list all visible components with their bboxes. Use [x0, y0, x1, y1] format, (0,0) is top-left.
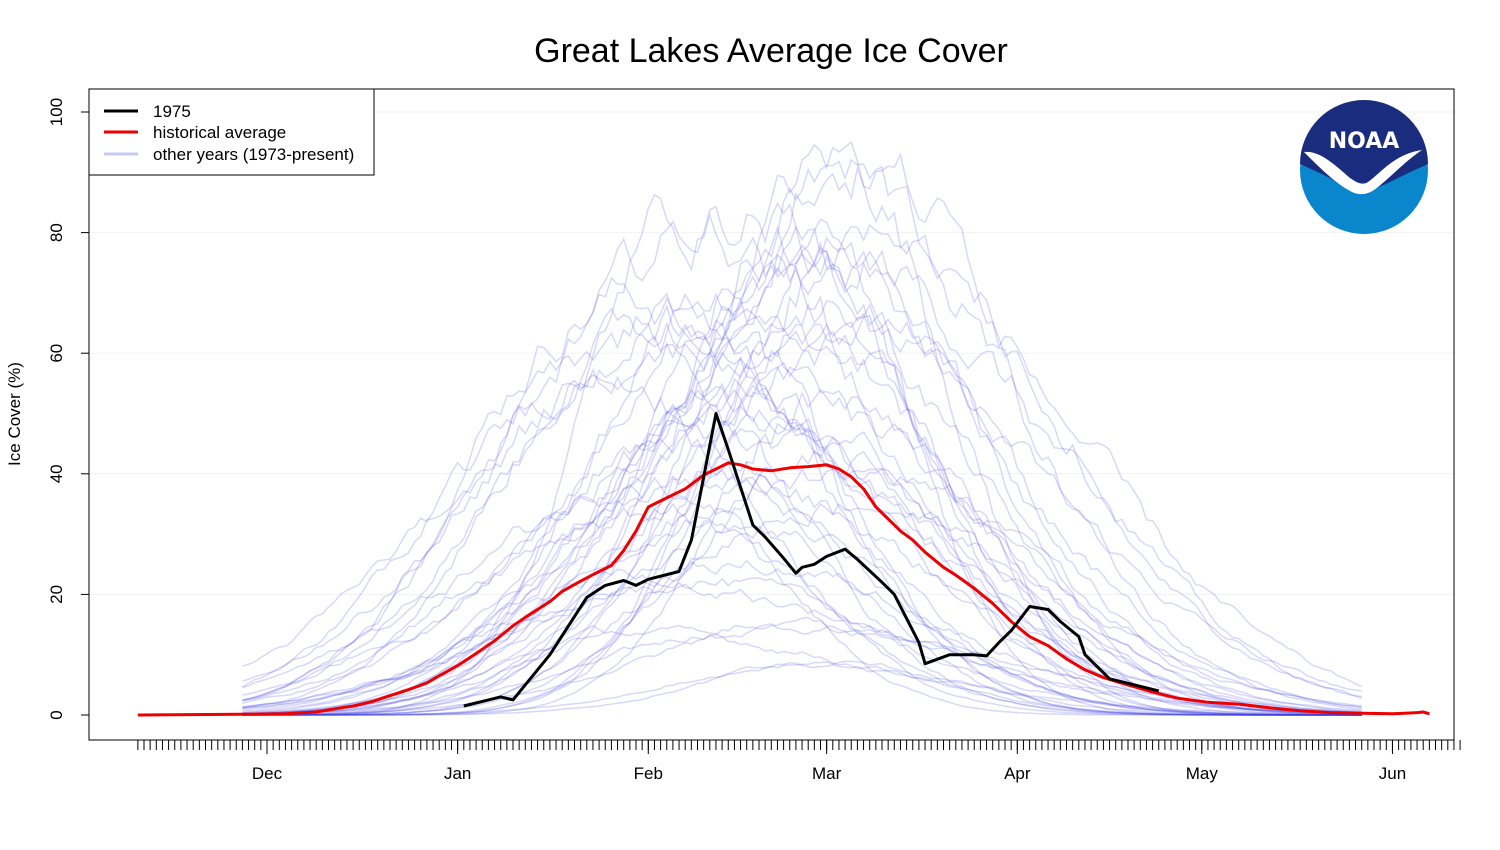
other-year-line [242, 225, 1362, 716]
other-year-line [242, 660, 1362, 716]
other-year-line [242, 388, 1362, 716]
other-year-line [242, 624, 1362, 716]
other-year-line [242, 559, 1362, 715]
other-year-line [242, 241, 1362, 714]
x-tick-label-apr: Apr [1004, 764, 1031, 783]
other-year-line [242, 250, 1362, 713]
other-year-line [242, 322, 1362, 716]
other-year-line [242, 367, 1362, 716]
other-year-line [242, 193, 1362, 716]
other-year-line [242, 366, 1362, 716]
y-axis: 0 20 40 60 80 100 [47, 98, 89, 720]
x-tick-label-jan: Jan [444, 764, 471, 783]
other-year-line [242, 202, 1362, 714]
other-year-line [242, 518, 1362, 716]
other-year-line [242, 662, 1362, 716]
other-year-line [242, 246, 1362, 716]
y-tick-label-5: 100 [47, 98, 66, 126]
other-year-line [242, 422, 1362, 716]
plot-frame [88, 88, 1455, 741]
other-year-line [242, 300, 1362, 716]
other-year-line [242, 384, 1362, 715]
y-tick-label-2: 40 [47, 464, 66, 483]
y-tick-label-1: 20 [47, 585, 66, 604]
series-lines [137, 412, 1430, 717]
x-axis: Dec Jan Feb Mar Apr May Jun [137, 740, 1461, 783]
other-year-line [242, 382, 1362, 716]
other-year-line [242, 158, 1362, 716]
x-tick-label-feb: Feb [634, 764, 663, 783]
other-year-line [242, 223, 1363, 716]
other-year-line [242, 218, 1362, 716]
other-year-line [242, 304, 1362, 713]
y-tick-label-3: 60 [47, 344, 66, 363]
other-year-line [242, 331, 1362, 716]
noaa-logo-wordmark: NOAA [1329, 129, 1400, 154]
other-year-line [242, 409, 1362, 716]
series-line-1975 [463, 412, 1160, 708]
other-year-line [242, 476, 1362, 716]
other-year-line [242, 140, 1362, 716]
y-axis-label: Ice Cover (%) [5, 362, 24, 466]
series-line-historical-average [137, 461, 1430, 717]
y-tick-label-4: 80 [47, 223, 66, 242]
other-year-line [242, 473, 1362, 716]
x-tick-label-mar: Mar [812, 764, 842, 783]
other-year-line [242, 292, 1362, 707]
other-year-line [242, 583, 1362, 714]
x-tick-label-jun: Jun [1379, 764, 1406, 783]
chart-title: Great Lakes Average Ice Cover [534, 32, 1008, 70]
other-year-line [242, 431, 1362, 716]
other-year-line [242, 307, 1362, 716]
other-years-lines [242, 140, 1363, 716]
other-year-line [242, 152, 1362, 716]
other-year-line [242, 321, 1362, 716]
noaa-logo-gull [1304, 150, 1422, 195]
other-year-line [242, 502, 1362, 716]
other-year-line [242, 310, 1362, 716]
other-year-line [242, 303, 1362, 715]
other-year-line [242, 469, 1362, 716]
legend-label-historical-average: historical average [153, 123, 286, 142]
legend: 1975 historical average other years (197… [88, 88, 375, 176]
other-year-line [242, 568, 1362, 715]
noaa-logo: NOAA [1300, 100, 1428, 234]
x-tick-label-may: May [1186, 764, 1219, 783]
legend-label-1975: 1975 [153, 102, 191, 121]
y-tick-label-0: 0 [47, 710, 66, 719]
other-year-line [242, 616, 1362, 716]
x-tick-label-dec: Dec [252, 764, 283, 783]
other-year-line [242, 503, 1362, 715]
legend-label-other-years: other years (1973-present) [153, 145, 354, 164]
